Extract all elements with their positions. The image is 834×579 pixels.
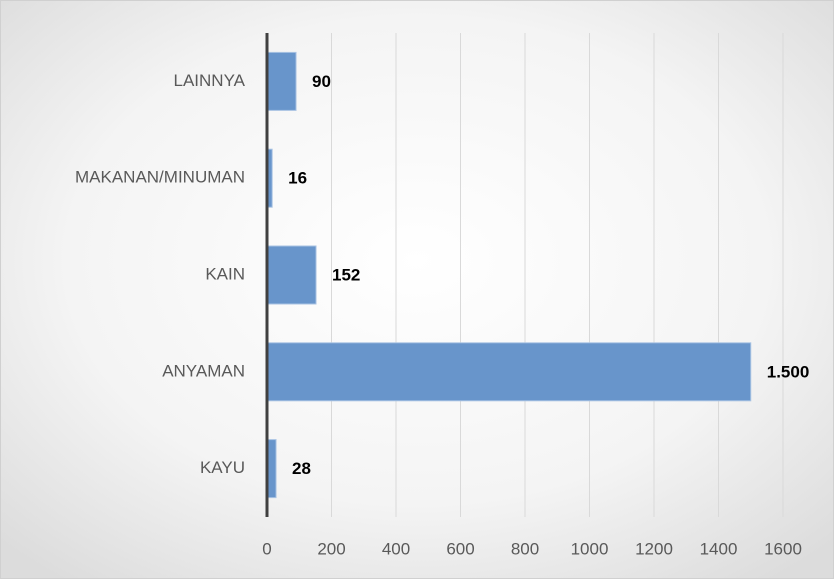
bar	[266, 245, 317, 305]
category-label: ANYAMAN	[162, 361, 245, 380]
x-tick-label: 800	[511, 539, 539, 558]
x-tick-label: 600	[446, 539, 474, 558]
value-label: 16	[288, 169, 307, 188]
x-tick-label: 400	[382, 539, 410, 558]
category-label: KAYU	[200, 458, 245, 477]
x-tick-label: 1200	[635, 539, 673, 558]
category-label: KAIN	[205, 264, 245, 283]
marks: LAINNYA 90 MAKANAN/MINUMAN 16 KAIN 152 ANYAMAN…	[75, 33, 809, 517]
x-tick-label: 1600	[764, 539, 802, 558]
x-tick-label: 1000	[571, 539, 609, 558]
value-label: 90	[312, 72, 331, 91]
grid: 0 200 400 600 800 1000 1200 1400 1600	[262, 33, 802, 558]
x-tick-label: 0	[262, 539, 271, 558]
x-tick-label: 1400	[700, 539, 738, 558]
value-label: 152	[332, 265, 360, 284]
value-label: 28	[292, 459, 311, 478]
category-label: LAINNYA	[174, 71, 246, 90]
bar	[266, 342, 752, 402]
value-label: 1.500	[767, 362, 810, 381]
category-label: MAKANAN/MINUMAN	[75, 168, 245, 187]
bar	[266, 51, 297, 111]
x-tick-label: 200	[317, 539, 345, 558]
